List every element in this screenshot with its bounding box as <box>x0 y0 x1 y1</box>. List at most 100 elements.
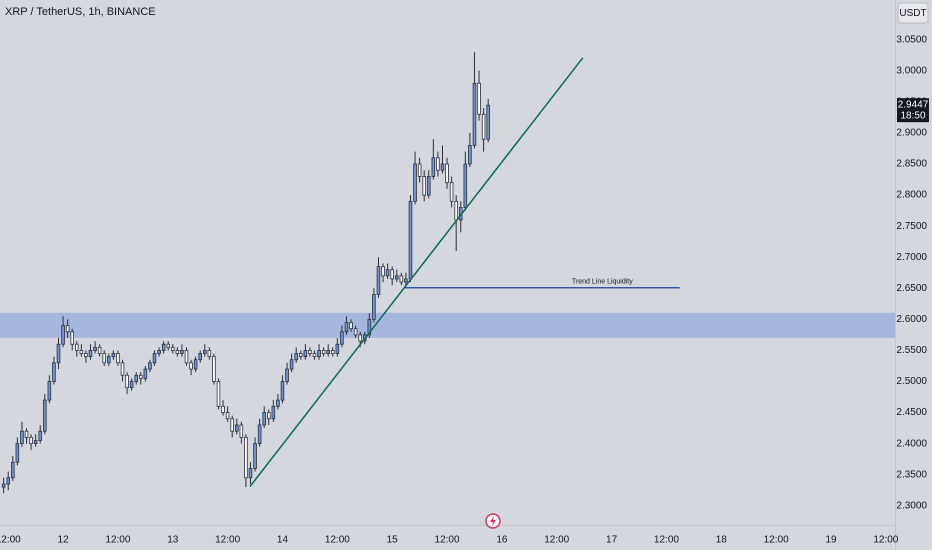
candle-body <box>102 353 106 364</box>
candle-body <box>413 163 417 202</box>
y-tick-label: 2.7000 <box>896 252 927 263</box>
countdown-label: 18:50 <box>900 110 925 121</box>
candle-body <box>97 346 102 354</box>
candle-body <box>88 350 93 358</box>
y-tick-label: 2.3500 <box>896 469 927 480</box>
candle-body <box>61 325 65 345</box>
plot-area <box>0 52 895 494</box>
candle-body <box>120 362 125 376</box>
y-tick-label: 2.4000 <box>896 438 927 449</box>
candle-body <box>107 356 111 364</box>
candle-body <box>6 477 10 485</box>
candle-body <box>431 157 436 177</box>
candle-body <box>43 399 47 432</box>
candle-body <box>280 381 285 401</box>
y-tick-label: 3.0000 <box>896 65 927 76</box>
candle-body <box>239 424 244 438</box>
candle-body <box>70 331 74 345</box>
candle-body <box>326 350 330 354</box>
candle-body <box>436 157 440 171</box>
candle-body <box>344 322 349 333</box>
currency-button[interactable] <box>897 2 929 24</box>
y-tick-label: 2.3000 <box>896 500 927 511</box>
candle-body <box>349 322 353 330</box>
candle-body <box>184 350 189 364</box>
candle-body <box>353 328 358 336</box>
candle-body <box>276 399 280 407</box>
candle-body <box>486 104 490 140</box>
candle-body <box>221 405 225 413</box>
candle-body <box>408 200 413 280</box>
candle-body <box>148 362 152 370</box>
currency-label[interactable]: USDT <box>899 8 926 19</box>
x-tick-label: 12:00 <box>435 535 460 546</box>
candle-body <box>152 353 157 364</box>
candle-body <box>468 144 472 165</box>
x-tick-label: 16 <box>496 535 508 546</box>
icon-bolt[interactable] <box>490 516 496 526</box>
candle-body <box>203 350 207 354</box>
x-tick-label: 15 <box>387 535 399 546</box>
price-tag <box>897 98 929 123</box>
candle-body <box>235 424 239 432</box>
candle-body <box>15 443 20 463</box>
candle-body <box>84 353 88 358</box>
candle-body <box>52 362 56 382</box>
candle-body <box>454 200 458 221</box>
candle-body <box>93 346 97 351</box>
x-tick-label: 12:00 <box>764 535 789 546</box>
x-tick-label: 12:00 <box>325 535 350 546</box>
candle-body <box>244 436 248 479</box>
candle-body <box>330 350 335 354</box>
candle-body <box>271 405 276 420</box>
candle-body <box>426 176 431 196</box>
candle-body <box>298 353 303 358</box>
candle-body <box>422 176 426 196</box>
y-tick-label: 3.0500 <box>896 34 927 45</box>
candle-body <box>56 343 61 364</box>
candle-body <box>477 82 481 115</box>
candle-body <box>189 362 193 370</box>
candle-body <box>24 430 29 438</box>
candle-body <box>125 374 129 389</box>
candle-body <box>417 163 422 177</box>
x-tick-label: 12:00 <box>215 535 240 546</box>
candle-body <box>1 483 6 488</box>
candle-body <box>253 443 257 469</box>
candle-body <box>248 468 253 479</box>
candle-body <box>294 353 298 361</box>
candle-body <box>257 424 262 445</box>
candle-body <box>358 334 362 342</box>
y-tick-label: 2.8500 <box>896 159 927 170</box>
candle-body <box>289 359 294 370</box>
candle-body <box>38 430 42 441</box>
candle-body <box>481 113 486 140</box>
candle-body <box>472 82 477 146</box>
candle-body <box>29 436 33 445</box>
candle-body <box>381 266 385 277</box>
trend-line <box>249 57 584 487</box>
candle-body <box>317 350 321 358</box>
candle-body <box>463 163 468 208</box>
candle-body <box>267 412 271 420</box>
candle-body <box>335 343 340 354</box>
candle-body <box>285 368 289 382</box>
zone <box>0 312 895 338</box>
x-tick-label: 12:00 <box>544 535 569 546</box>
snapshot-icon[interactable] <box>485 513 501 529</box>
candle-body <box>230 418 234 432</box>
candle-body <box>303 350 308 358</box>
candle-body <box>340 331 344 345</box>
candle-body <box>33 440 38 445</box>
x-tick-label: 18 <box>716 535 728 546</box>
candle-body <box>385 269 390 277</box>
x-tick-label: 17 <box>606 535 618 546</box>
x-tick-label: 12 <box>58 535 70 546</box>
candle-body <box>216 381 221 407</box>
candle-body <box>20 430 24 445</box>
candle-body <box>180 350 184 354</box>
candle-body <box>367 318 372 336</box>
y-tick-label: 2.8000 <box>896 190 927 201</box>
